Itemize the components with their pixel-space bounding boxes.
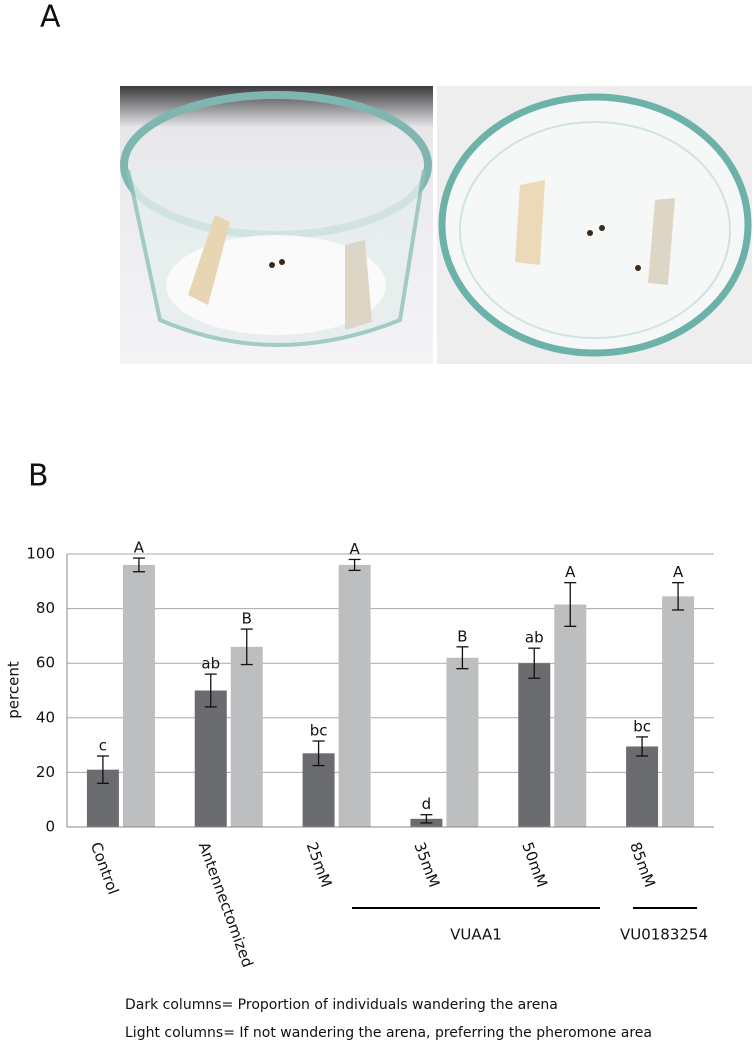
error-bar [564, 582, 577, 627]
error-bar [96, 755, 109, 784]
bar [338, 564, 371, 827]
y-tick-label: 0 [45, 818, 55, 836]
error-bar [240, 628, 253, 666]
significance-letter: A [673, 563, 684, 581]
bar [518, 663, 551, 827]
significance-letter: A [349, 540, 360, 558]
y-tick-label: 40 [36, 708, 55, 726]
bar [554, 604, 587, 827]
bar [626, 746, 659, 827]
bar [662, 596, 695, 827]
x-tick-label: Control [87, 840, 122, 897]
bar [446, 657, 479, 827]
bar [194, 690, 227, 827]
y-tick-label: 80 [36, 599, 55, 617]
bar [230, 646, 263, 827]
error-bar [204, 673, 217, 708]
x-tick-label: 85mM [626, 840, 659, 890]
y-tick-label: 60 [36, 654, 55, 672]
significance-letter: bc [310, 722, 328, 740]
panel-label: B [28, 459, 49, 494]
error-bar [312, 740, 325, 767]
significance-letter: ab [525, 629, 544, 647]
x-tick-label: 50mM [518, 840, 551, 890]
y-tick-label: 100 [26, 545, 55, 563]
x-tick-label: 35mM [410, 840, 443, 890]
significance-letter: d [422, 795, 432, 813]
error-bar [348, 558, 361, 572]
x-tick-label: 25mM [303, 840, 336, 890]
y-tick-label: 20 [36, 763, 55, 781]
significance-letter: B [242, 610, 252, 628]
photo-right [437, 86, 752, 364]
significance-letter: A [134, 539, 145, 557]
note: Dark columns= Proportion of individuals … [125, 997, 558, 1013]
error-bar [528, 647, 541, 679]
significance-letter: B [457, 627, 467, 645]
note: Light columns= If not wandering the aren… [125, 1025, 652, 1041]
y-axis-label: percent [5, 661, 23, 719]
group-label: VU0183254 [620, 926, 708, 944]
significance-letter: bc [633, 717, 651, 735]
x-tick-label: Antennectomized [195, 840, 257, 970]
photo-left [120, 86, 433, 364]
significance-letter: A [565, 563, 576, 581]
error-bar [672, 582, 685, 611]
error-bar [420, 814, 433, 824]
significance-letter: ab [201, 655, 220, 673]
error-bar [132, 557, 145, 573]
error-bar [636, 736, 649, 757]
group-label: VUAA1 [450, 926, 502, 944]
bar [122, 564, 155, 827]
significance-letter: c [99, 737, 107, 755]
error-bar [456, 646, 469, 670]
panel-label: A [40, 0, 61, 35]
